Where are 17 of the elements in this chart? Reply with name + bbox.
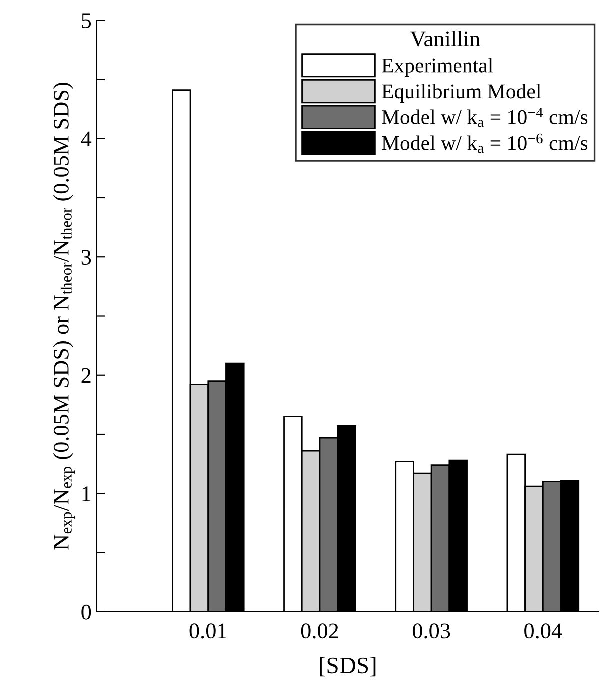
y-tick-label: 2 (82, 368, 91, 384)
x-tick-label: 0.01 (190, 624, 226, 639)
x-tick-label: 0.02 (301, 624, 338, 639)
legend-label: Experimental (382, 58, 494, 78)
legend-label: Equilibrium Model (382, 84, 542, 103)
y-tick-label: 1 (82, 486, 91, 502)
legend-label: Model w/ k$_{a}$ = 10$^{−6}$ cm/s (382, 134, 588, 154)
legend-label: Model w/ k$_{a}$ = 10$^{−4}$ cm/s (382, 108, 588, 128)
legend-title: Vanillin (410, 30, 480, 47)
x-axis-title: [SDS] (320, 657, 376, 677)
y-tick-label: 5 (82, 14, 92, 29)
y-tick-label: 3 (82, 250, 92, 266)
y-tick-label: 0 (82, 604, 92, 620)
x-tick-label: 0.04 (524, 624, 562, 639)
x-tick-label: 0.03 (412, 624, 450, 639)
text: N$_{exp}$/N$_{exp}$ (0.05M SDS) or N$_{theor}$/N$_{theor}$ (0.05M SDS) (53, 83, 76, 550)
y-tick-label: 4 (81, 132, 92, 147)
